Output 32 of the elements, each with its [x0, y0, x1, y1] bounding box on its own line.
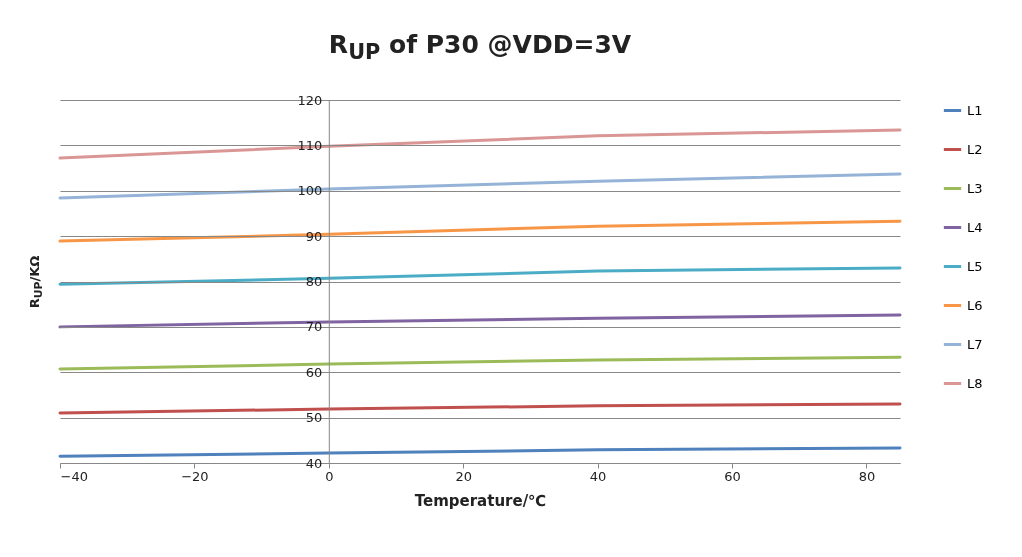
x-tick-label: −40: [60, 468, 88, 484]
y-tick-label: 70: [305, 319, 323, 335]
line-series: [58, 172, 902, 200]
line-series: [58, 313, 902, 329]
line-series: [58, 128, 902, 160]
x-axis-title: Temperature/℃: [414, 491, 547, 510]
line-series: [58, 266, 902, 286]
line-series: [58, 402, 902, 415]
legend-label: L5: [967, 258, 983, 274]
legend-label: L2: [967, 141, 983, 157]
y-tick-label: 50: [305, 410, 323, 426]
y-tick-label: 110: [297, 137, 323, 153]
legend-label: L1: [967, 102, 983, 118]
y-tick-label: 60: [305, 364, 323, 380]
legend-label: L4: [967, 219, 983, 235]
y-tick-label: 100: [297, 183, 323, 199]
chart-title: R$_{UP}$ of P30 @VDD=3V: [327, 30, 633, 64]
x-tick-label: 80: [858, 468, 876, 484]
x-tick-label: 20: [455, 468, 472, 484]
line-series: [58, 219, 902, 243]
legend-label: L8: [967, 375, 983, 391]
x-tick-label: 0: [325, 468, 334, 484]
x-tick-label: −20: [181, 468, 209, 484]
legend-label: L3: [967, 180, 983, 196]
legend-label: L6: [967, 297, 983, 313]
x-tick-label: 40: [589, 468, 607, 484]
legend-label: L7: [967, 336, 983, 352]
x-tick-label: 60: [724, 468, 741, 484]
y-tick-label: 40: [305, 455, 323, 471]
y-tick-label: 90: [305, 228, 323, 244]
line-series: [58, 446, 902, 458]
y-tick-label: 120: [297, 92, 323, 108]
